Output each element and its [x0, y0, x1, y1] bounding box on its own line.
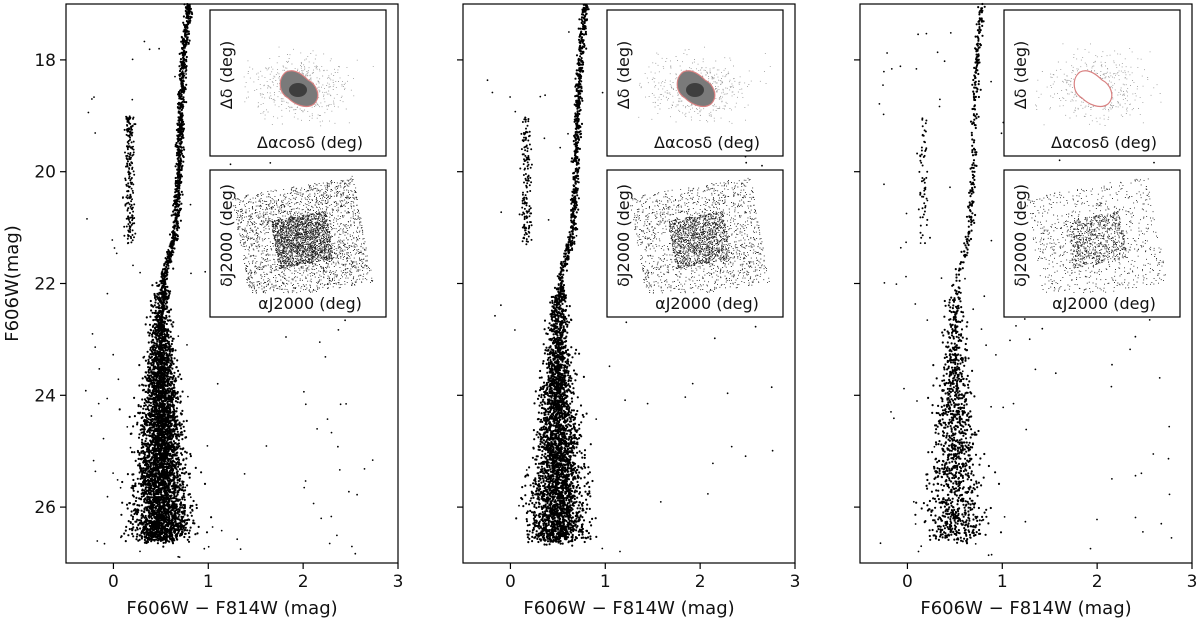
inset-proper-motion: Δαcosδ (deg) Δδ (deg)	[606, 9, 784, 157]
y-axis-label: F606W(mag)	[2, 225, 23, 342]
x-tick-label: 1	[600, 572, 611, 592]
inset-sky-position: αJ2000 (deg) δJ2000 (deg)	[606, 169, 784, 318]
inset-x-label: αJ2000 (deg)	[1052, 294, 1156, 313]
sky-position-points	[232, 175, 374, 294]
inset-x-label: Δαcosδ (deg)	[654, 133, 760, 152]
x-axis-label: F606W − F814W (mag)	[523, 598, 734, 619]
inset-proper-motion: Δαcosδ (deg) Δδ (deg)	[1003, 9, 1181, 157]
panel-right: 0 1 2 3 F606W − F814W (mag) Δαcosδ (deg) Δδ (d…	[854, 2, 1198, 619]
inset-frame	[606, 169, 784, 318]
y-tick-label: 26	[34, 498, 56, 518]
x-tick-label: 2	[695, 572, 706, 592]
cluster-core-peak	[686, 83, 704, 97]
inset-y-label: Δδ (deg)	[614, 41, 633, 109]
x-axis-label: F606W − F814W (mag)	[126, 598, 337, 619]
x-tick-label: 0	[108, 572, 119, 592]
cmd-points	[84, 2, 380, 558]
x-tick-label: 3	[393, 572, 404, 592]
sky-position-points	[629, 177, 770, 294]
inset-proper-motion: Δαcosδ (deg) Δδ (deg)	[209, 9, 387, 157]
inset-sky-position: αJ2000 (deg) δJ2000 (deg)	[1003, 169, 1181, 318]
selection-contour	[279, 70, 319, 108]
inset-y-label: δJ2000 (deg)	[217, 184, 236, 287]
cmd-points	[486, 3, 776, 553]
panel-left: 0 1 2 3 F606W − F814W (mag) 18 20 22 24 26 F606W(m…	[2, 2, 404, 619]
x-tick-label: 0	[505, 572, 516, 592]
inset-y-label: δJ2000 (deg)	[1011, 184, 1030, 287]
y-tick-label: 22	[34, 275, 56, 295]
x-axis-label: F606W − F814W (mag)	[920, 598, 1131, 619]
inset-x-label: Δαcosδ (deg)	[1051, 133, 1157, 152]
x-tick-label: 3	[1187, 572, 1198, 592]
selection-contour	[676, 70, 716, 108]
x-tick-label: 1	[203, 572, 214, 592]
x-tick-label: 3	[790, 572, 801, 592]
inset-sky-position: αJ2000 (deg) δJ2000 (deg)	[209, 169, 387, 318]
cmd-scatter	[486, 3, 776, 553]
x-tick-label: 2	[298, 572, 309, 592]
y-tick-label: 20	[34, 163, 56, 183]
panel-middle: 0 1 2 3 F606W − F814W (mag) Δαcosδ (deg) Δδ (d…	[457, 3, 800, 619]
x-tick-label: 2	[1092, 572, 1103, 592]
x-tick-label: 1	[997, 572, 1008, 592]
inset-x-label: αJ2000 (deg)	[258, 294, 362, 313]
cluster-core-removed	[1074, 70, 1112, 107]
y-tick-label: 24	[34, 386, 56, 406]
cmd-points	[878, 2, 1173, 557]
inset-y-label: Δδ (deg)	[217, 41, 236, 109]
cmd-scatter	[878, 2, 1173, 557]
cmd-scatter	[84, 2, 380, 558]
sky-position-points	[1026, 178, 1166, 294]
inset-y-label: Δδ (deg)	[1011, 41, 1030, 109]
x-tick-label: 0	[902, 572, 913, 592]
cluster-core-peak	[289, 83, 307, 97]
selection-contour	[1073, 70, 1113, 108]
inset-y-label: δJ2000 (deg)	[614, 184, 633, 287]
y-tick-label: 18	[34, 51, 56, 71]
inset-x-label: αJ2000 (deg)	[655, 294, 759, 313]
inset-x-label: Δαcosδ (deg)	[257, 133, 363, 152]
